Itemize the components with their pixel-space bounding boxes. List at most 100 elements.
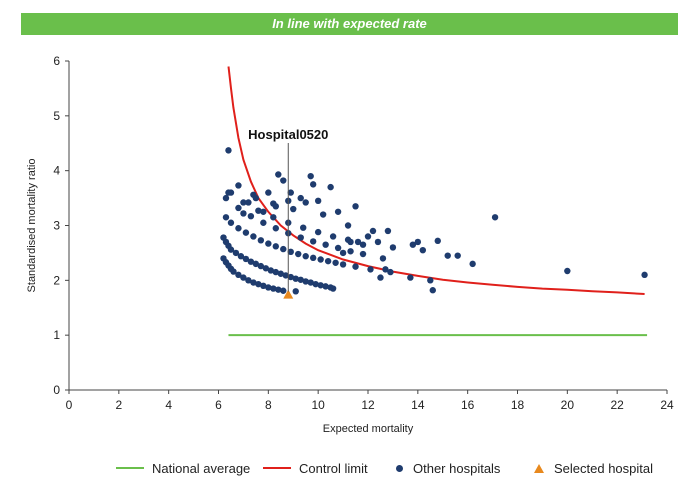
- hospital-point: [419, 246, 427, 254]
- x-tick-label: 6: [215, 398, 222, 412]
- hospital-point: [379, 255, 387, 262]
- hospital-point: [302, 253, 309, 260]
- x-tick-label: 16: [461, 398, 475, 412]
- hospital-point: [272, 203, 280, 210]
- hospital-point: [369, 227, 377, 235]
- hospital-point: [280, 177, 287, 184]
- hospital-point: [280, 287, 287, 294]
- legend-triangle-swatch: [534, 463, 544, 473]
- x-tick-label: 12: [361, 398, 375, 412]
- hospital-point: [300, 224, 307, 231]
- hospital-point: [235, 182, 242, 189]
- y-tick-label: 3: [53, 219, 60, 233]
- x-tick-label: 24: [660, 398, 674, 412]
- hospital-point: [319, 211, 327, 218]
- legend-label: Control limit: [299, 460, 368, 476]
- hospital-point: [292, 275, 299, 282]
- hospital-point: [295, 250, 302, 258]
- x-tick-label: 0: [66, 398, 73, 412]
- legend-control-limit: Control limit: [263, 458, 368, 478]
- x-tick-label: 2: [115, 398, 122, 412]
- hospital-point: [257, 237, 265, 244]
- hospital-point: [245, 277, 252, 284]
- hospital-point: [564, 267, 571, 275]
- y-tick-label: 2: [53, 273, 60, 287]
- hospital-point: [389, 244, 397, 251]
- x-tick-label: 22: [610, 398, 624, 412]
- selected-hospital-point: [283, 289, 294, 299]
- y-tick-label: 0: [53, 383, 60, 397]
- hospital-point: [227, 219, 235, 226]
- hospital-point: [334, 244, 342, 252]
- hospital-point: [469, 260, 476, 268]
- hospital-point: [270, 285, 277, 292]
- legend-dot-swatch: [396, 464, 403, 472]
- hospital-point: [270, 214, 277, 221]
- hospital-point: [427, 277, 434, 284]
- control-limit-line: [227, 66, 645, 295]
- hospital-point: [374, 238, 382, 246]
- hospital-point: [339, 249, 347, 257]
- x-tick-label: 8: [265, 398, 272, 412]
- hospital-point: [260, 282, 267, 290]
- hospital-point: [297, 276, 304, 283]
- hospital-point: [275, 286, 282, 293]
- status-banner: In line with expected rate: [21, 13, 678, 35]
- hospital-point: [332, 259, 339, 266]
- legend-selected-hospital: Selected hospital: [534, 458, 653, 478]
- hospital-point: [277, 270, 284, 277]
- hospital-point: [240, 199, 247, 206]
- legend-line-swatch: [116, 467, 144, 469]
- hospital-point: [250, 233, 257, 240]
- legend-label: Other hospitals: [413, 460, 501, 476]
- hospital-point: [230, 268, 237, 275]
- hospital-point: [272, 243, 280, 250]
- hospital-point: [329, 285, 337, 292]
- chart-legend: National average Control limit Other hos…: [0, 458, 700, 478]
- legend-label: National average: [152, 460, 251, 476]
- hospital-point: [240, 274, 247, 281]
- hospital-point: [272, 225, 280, 232]
- y-axis-label: Standardised mortality ratio: [26, 159, 38, 293]
- hospital-point: [247, 212, 255, 220]
- hospital-point: [382, 266, 389, 273]
- hospital-point: [260, 208, 267, 215]
- legend-label: Selected hospital: [554, 460, 654, 476]
- hospital-point: [292, 288, 299, 295]
- hospital-point: [454, 252, 461, 259]
- hospital-point: [250, 279, 257, 286]
- annotation-label: Hospital0520: [248, 127, 328, 142]
- hospital-point: [434, 237, 441, 245]
- hospital-point: [324, 257, 332, 265]
- y-tick-label: 5: [53, 109, 60, 123]
- hospital-point: [384, 227, 392, 235]
- legend-line-swatch: [263, 467, 291, 469]
- hospital-point: [252, 194, 260, 202]
- hospital-point: [307, 279, 314, 286]
- hospital-point: [240, 210, 247, 217]
- chart-annotation: Hospital0520: [248, 127, 328, 292]
- hospital-point: [290, 205, 297, 213]
- hospital-point: [407, 274, 414, 281]
- hospital-point: [265, 240, 272, 247]
- hospital-point: [322, 283, 329, 290]
- hospital-point: [364, 233, 372, 240]
- x-axis-label: Expected mortality: [323, 423, 414, 435]
- x-tick-label: 18: [511, 398, 525, 412]
- hospital-point: [429, 287, 436, 294]
- hospital-point: [317, 282, 324, 289]
- hospital-point: [287, 189, 294, 196]
- hospital-point: [312, 280, 319, 288]
- x-tick-label: 14: [411, 398, 425, 412]
- legend-national-average: National average: [116, 458, 250, 478]
- hospital-point: [267, 267, 275, 274]
- chart-series: [220, 66, 648, 337]
- hospital-point: [387, 268, 394, 276]
- hospital-point: [347, 248, 354, 255]
- hospital-point: [317, 256, 324, 263]
- hospital-point: [235, 271, 242, 279]
- y-tick-label: 6: [53, 54, 60, 68]
- hospital-point: [237, 253, 245, 260]
- hospital-point: [242, 229, 250, 236]
